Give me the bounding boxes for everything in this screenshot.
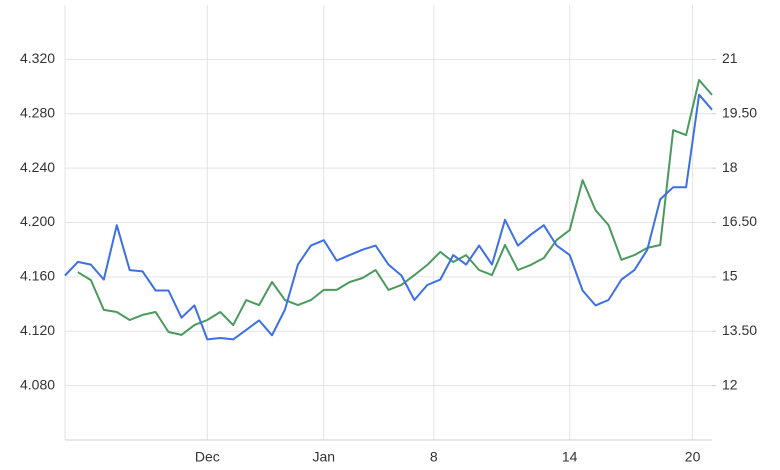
x-tick-label: 20 — [685, 449, 701, 465]
y2-tick-label: 21 — [722, 50, 738, 66]
y2-tick-label: 19.50 — [722, 104, 757, 120]
y2-tick-label: 13.50 — [722, 322, 757, 338]
y-tick-label: 4.200 — [20, 213, 55, 229]
y-tick-label: 4.280 — [20, 104, 55, 120]
x-tick-label: 14 — [562, 449, 578, 465]
x-tick-label: Jan — [313, 449, 336, 465]
y-tick-label: 4.080 — [20, 376, 55, 392]
series-line — [64, 93, 713, 341]
series-line — [77, 79, 713, 336]
y-tick-label: 4.160 — [20, 268, 55, 284]
y2-tick-label: 16.50 — [722, 213, 757, 229]
x-tick-label: Dec — [195, 449, 220, 465]
x-tick-label: 8 — [430, 449, 438, 465]
y2-tick-label: 15 — [722, 268, 738, 284]
y-tick-label: 4.320 — [20, 50, 55, 66]
y-tick-label: 4.240 — [20, 159, 55, 175]
y-tick-label: 4.120 — [20, 322, 55, 338]
y2-tick-label: 18 — [722, 159, 738, 175]
y2-tick-label: 12 — [722, 376, 738, 392]
